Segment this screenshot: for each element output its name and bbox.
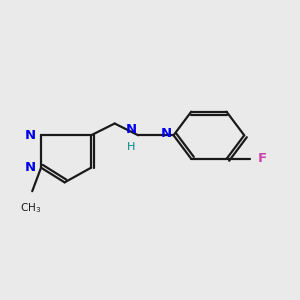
Text: N: N [160,127,172,140]
Text: CH$_3$: CH$_3$ [20,202,41,215]
Text: N: N [24,161,35,174]
Text: N: N [125,123,136,136]
Text: H: H [127,142,135,152]
Text: N: N [24,129,35,142]
Text: F: F [257,152,266,165]
